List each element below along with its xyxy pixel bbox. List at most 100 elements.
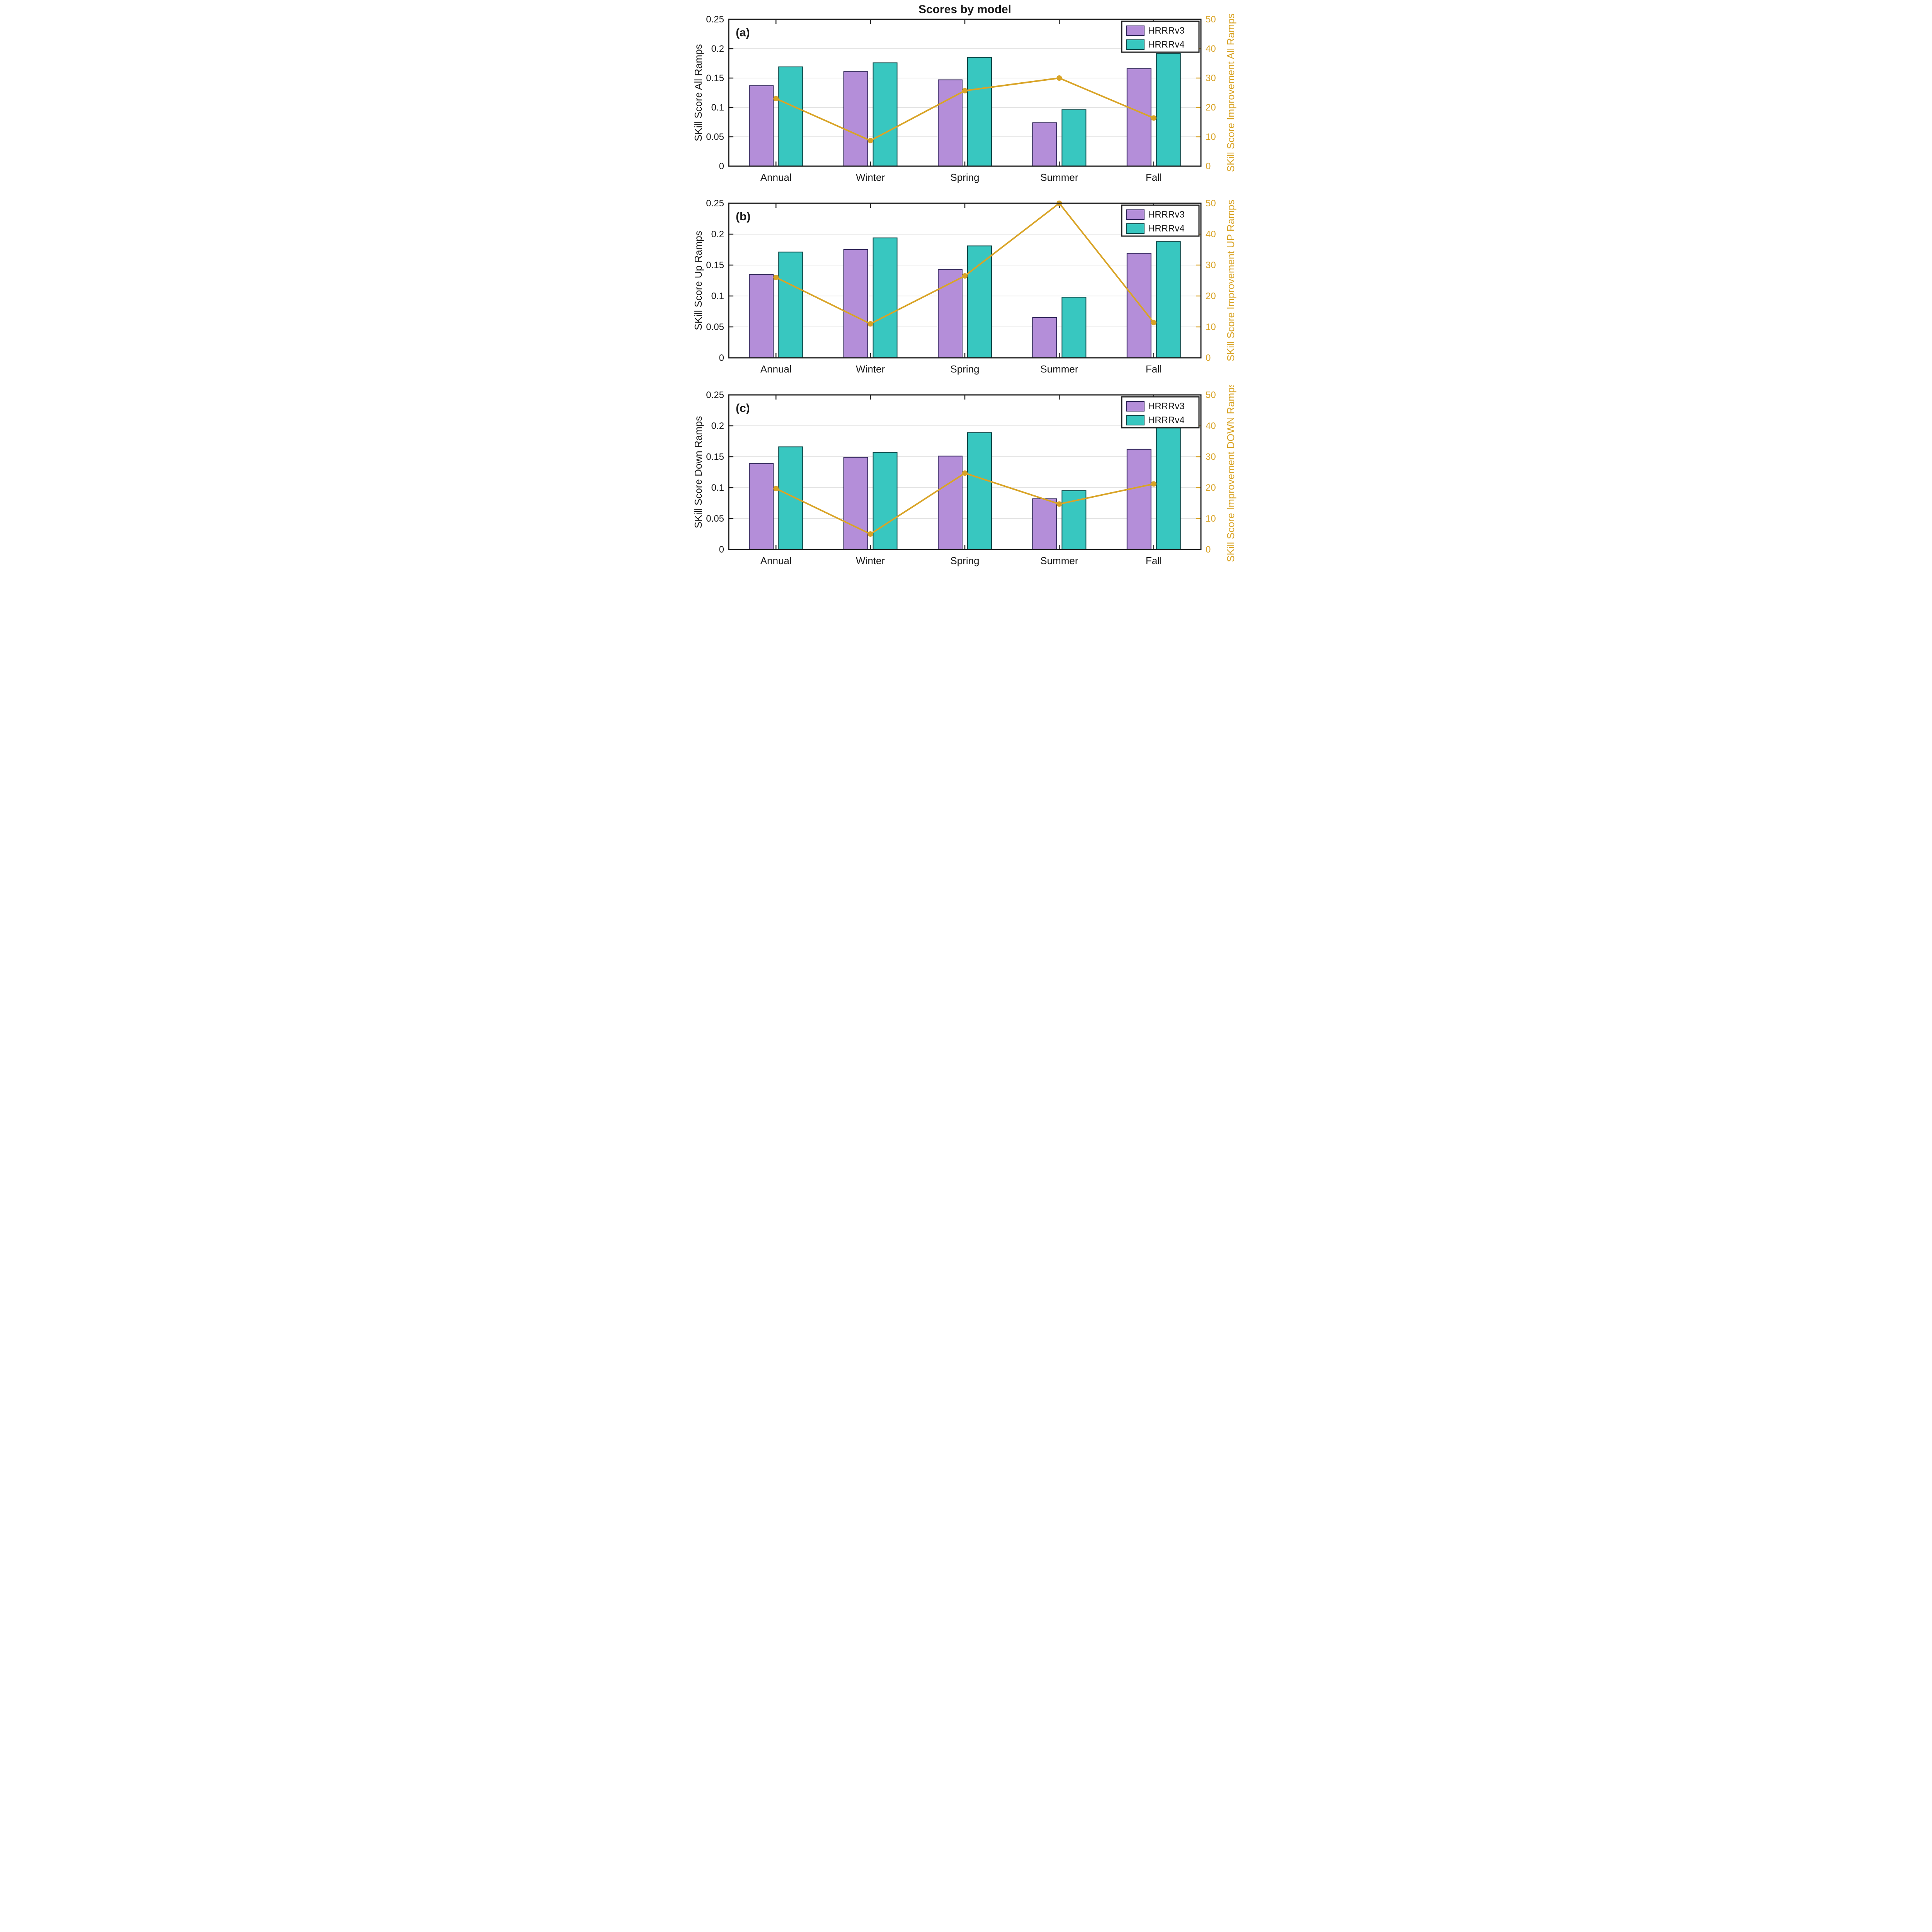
improvement-marker-Winter [867,138,873,143]
chart-svg-c: 0 0.05 0.1 0.15 0.2 0.25 0 10 20 30 40 50 Annual Wint… [692,385,1240,573]
x-tick-label-Summer: Summer [1040,555,1078,566]
y-tick-label-left: 0.2 [711,229,724,240]
bar-HRRRv4-Annual [778,446,803,550]
y-tick-label-left: 0.25 [706,14,724,25]
y-tick-label-left: 0 [719,353,724,363]
panel-b: 0 0.05 0.1 0.15 0.2 0.25 0 10 20 30 40 50 Annual Wint… [692,193,1240,381]
improvement-marker-Annual [773,96,779,102]
bar-HRRRv3-Winter [843,249,868,358]
legend-label-HRRRv3: HRRRv3 [1148,26,1185,36]
chart-title: Scores by model [918,3,1011,16]
x-tick-label-Annual: Annual [760,555,792,566]
bar-HRRRv3-Spring [938,456,963,550]
x-tick-label-Spring: Spring [950,172,979,183]
y-tick-label-right: 0 [1206,161,1211,172]
x-tick-label-Winter: Winter [856,363,885,375]
bar-HRRRv4-Winter [872,237,898,358]
y-tick-label-left: 0 [719,161,724,172]
y-axis-label-right: SKill Score Improvement All Ramps [1225,14,1236,172]
x-tick-label-Annual: Annual [760,172,792,183]
y-tick-label-left: 0.25 [706,390,724,400]
bar-HRRRv4-Summer [1061,109,1087,167]
y-tick-label-left: 0.05 [706,514,724,524]
bar-HRRRv4-Winter [872,62,898,167]
improvement-marker-Spring [962,273,968,279]
bar-HRRRv3-Spring [938,79,963,167]
legend-swatch-HRRRv3 [1126,26,1145,36]
y-tick-label-left: 0.1 [711,102,724,113]
legend-swatch-HRRRv4 [1126,223,1145,234]
legend-label-HRRRv4: HRRRv4 [1148,223,1185,234]
axes-box [728,19,1202,167]
bar-HRRRv3-Summer [1032,498,1057,550]
y-axis-label-right: SKill Score Improvement DOWN Ramps [1225,385,1236,562]
y-tick-label-right: 30 [1206,260,1216,270]
legend-label-HRRRv3: HRRRv3 [1148,209,1185,220]
legend-label-HRRRv4: HRRRv4 [1148,39,1185,50]
y-tick-label-right: 10 [1206,322,1216,332]
x-tick-label-Winter: Winter [856,172,885,183]
bar-HRRRv4-Fall [1156,241,1181,358]
y-tick-label-left: 0.25 [706,198,724,209]
bar-HRRRv3-Fall [1126,253,1151,358]
bar-HRRRv4-Summer [1061,297,1087,359]
x-tick-label-Summer: Summer [1040,363,1078,375]
y-tick-label-right: 20 [1206,102,1216,113]
y-tick-label-right: 40 [1206,44,1216,54]
y-tick-label-right: 10 [1206,132,1216,142]
panel-letter: (c) [736,402,750,415]
improvement-marker-Fall [1151,115,1156,121]
legend-swatch-HRRRv3 [1126,401,1145,412]
x-tick-label-Spring: Spring [950,363,979,375]
y-tick-label-left: 0.2 [711,44,724,54]
y-tick-label-right: 20 [1206,291,1216,301]
improvement-marker-Winter [867,531,873,537]
panel-letter: (a) [736,26,750,39]
bar-HRRRv4-Winter [872,452,898,550]
bar-HRRRv3-Summer [1032,122,1057,167]
legend-label-HRRRv4: HRRRv4 [1148,415,1185,425]
improvement-marker-Summer [1056,75,1062,81]
bar-HRRRv4-Spring [967,245,992,358]
y-tick-label-left: 0 [719,544,724,555]
y-tick-label-left: 0.15 [706,452,724,462]
x-tick-label-Spring: Spring [950,555,979,566]
x-tick-label-Fall: Fall [1146,555,1162,566]
improvement-marker-Annual [773,486,779,492]
y-tick-label-left: 0.1 [711,291,724,301]
panel-letter: (b) [736,210,750,223]
improvement-marker-Spring [962,88,968,94]
bar-HRRRv4-Annual [778,252,803,358]
x-tick-label-Annual: Annual [760,363,792,375]
y-axis-label-left: SKill Score Up Ramps [692,231,704,330]
y-tick-label-left: 0.05 [706,322,724,332]
y-tick-label-left: 0.15 [706,260,724,270]
y-tick-label-right: 40 [1206,421,1216,431]
y-tick-label-right: 20 [1206,483,1216,493]
bar-HRRRv3-Fall [1126,68,1151,167]
y-tick-label-right: 30 [1206,452,1216,462]
y-tick-label-left: 0.1 [711,483,724,493]
bar-HRRRv3-Annual [749,463,774,550]
bar-HRRRv3-Fall [1126,449,1151,550]
bar-HRRRv3-Winter [843,457,868,550]
improvement-marker-Winter [867,321,873,327]
chart-svg-a: 0 0.05 0.1 0.15 0.2 0.25 0 10 20 30 40 50 Annual Wint… [692,2,1240,189]
improvement-marker-Summer [1056,501,1062,507]
bar-HRRRv4-Spring [967,432,992,550]
y-tick-label-right: 50 [1206,390,1216,400]
y-tick-label-right: 0 [1206,544,1211,555]
y-axis-label-right: SKill Score Improvement UP Ramps [1225,200,1236,362]
legend-label-HRRRv3: HRRRv3 [1148,401,1185,412]
bar-HRRRv3-Summer [1032,317,1057,358]
bar-HRRRv4-Fall [1156,53,1181,167]
y-tick-label-left: 0.05 [706,132,724,142]
panel-a: 0 0.05 0.1 0.15 0.2 0.25 0 10 20 30 40 50 Annual Wint… [692,2,1240,189]
improvement-marker-Fall [1151,481,1156,487]
y-tick-label-right: 50 [1206,14,1216,25]
bar-HRRRv4-Fall [1156,427,1181,550]
y-tick-label-left: 0.2 [711,421,724,431]
bar-HRRRv3-Annual [749,274,774,358]
bar-HRRRv4-Annual [778,66,803,167]
y-tick-label-right: 30 [1206,73,1216,83]
